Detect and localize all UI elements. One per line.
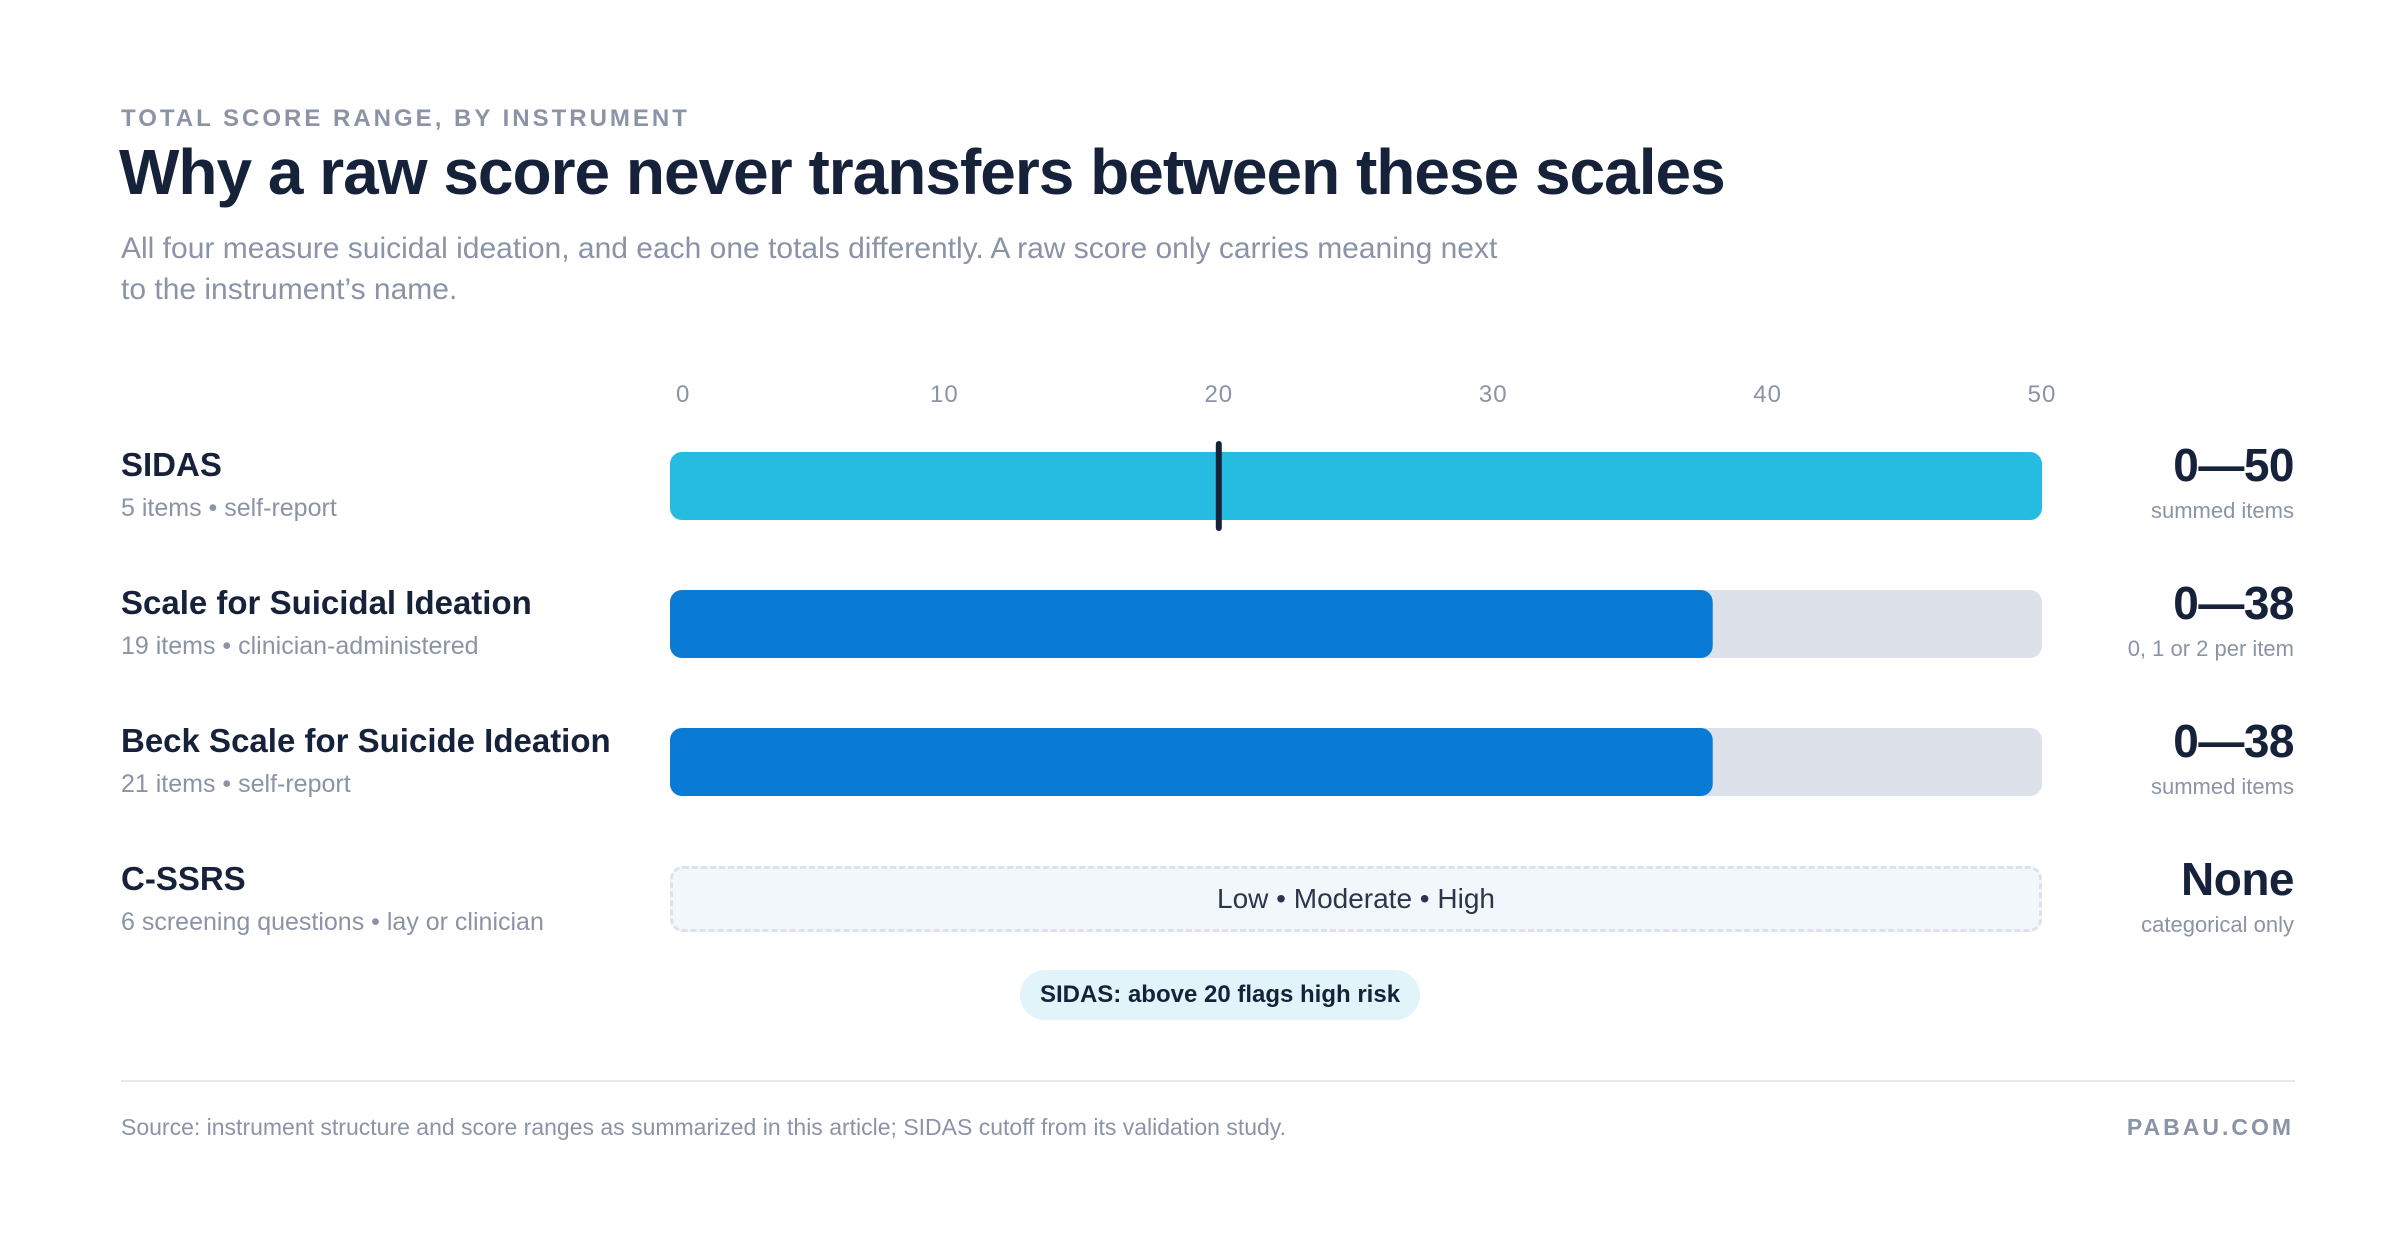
range-value: 0—38 xyxy=(2173,715,2294,767)
brand-logo: PABAU.COM xyxy=(2126,1114,2294,1140)
row-meta: 6 screening questions • lay or clinician xyxy=(121,908,544,936)
bar xyxy=(670,590,1713,658)
source-note: Source: instrument structure and score r… xyxy=(121,1114,1286,1140)
range-value: 0—38 xyxy=(2173,577,2294,629)
row-label-cssrs: C-SSRS 6 screening questions • lay or cl… xyxy=(121,860,544,937)
x-tick-label: 10 xyxy=(930,381,959,408)
bar xyxy=(670,452,2042,520)
x-tick-label: 30 xyxy=(1479,381,1508,408)
range-note: 0, 1 or 2 per item xyxy=(2127,636,2294,661)
row-meta: 21 items • self-report xyxy=(121,770,351,798)
cssrs-categories: Low • Moderate • High xyxy=(1217,883,1495,914)
cssrs-categorical-box: Low • Moderate • High xyxy=(670,866,2042,932)
x-tick-label: 50 xyxy=(2028,381,2057,408)
row-name: Beck Scale for Suicide Ideation xyxy=(121,722,611,759)
row-meta: 5 items • self-report xyxy=(121,494,337,522)
range-cssrs: None categorical only xyxy=(2141,852,2294,938)
sidas-cutoff-label: SIDAS: above 20 flags high risk xyxy=(1020,970,1420,1020)
range-sidas: 0—50 summed items xyxy=(2150,438,2295,524)
range-value: None xyxy=(2181,853,2294,905)
row-label-bssi: Beck Scale for Suicide Ideation 21 items… xyxy=(121,722,611,799)
range-note: summed items xyxy=(2150,774,2294,799)
x-tick-label: 20 xyxy=(1204,381,1233,408)
row-label-sidas: SIDAS 5 items • self-report xyxy=(121,446,337,523)
range-note: summed items xyxy=(2150,498,2294,523)
chart-title: Why a raw score never transfers between … xyxy=(119,136,1726,208)
x-tick-label: 0 xyxy=(676,381,690,408)
footer-divider xyxy=(121,1080,2295,1082)
range-note: categorical only xyxy=(2141,912,2294,937)
row-name: Scale for Suicidal Ideation xyxy=(121,584,532,621)
row-name: SIDAS xyxy=(121,446,222,483)
range-value: 0—50 xyxy=(2173,439,2294,491)
bar xyxy=(670,728,1713,796)
range-ssi: 0—38 0, 1 or 2 per item xyxy=(2127,576,2295,662)
row-label-ssi: Scale for Suicidal Ideation 19 items • c… xyxy=(121,584,532,661)
row-name: C-SSRS xyxy=(121,860,246,897)
x-tick-label: 40 xyxy=(1753,381,1782,408)
chart-subtitle: All four measure suicidal ideation, and … xyxy=(121,232,1498,306)
row-meta: 19 items • clinician-administered xyxy=(121,632,479,660)
range-bssi: 0—38 summed items xyxy=(2150,714,2295,800)
chart-eyebrow: TOTAL SCORE RANGE, BY INSTRUMENT xyxy=(121,105,690,132)
